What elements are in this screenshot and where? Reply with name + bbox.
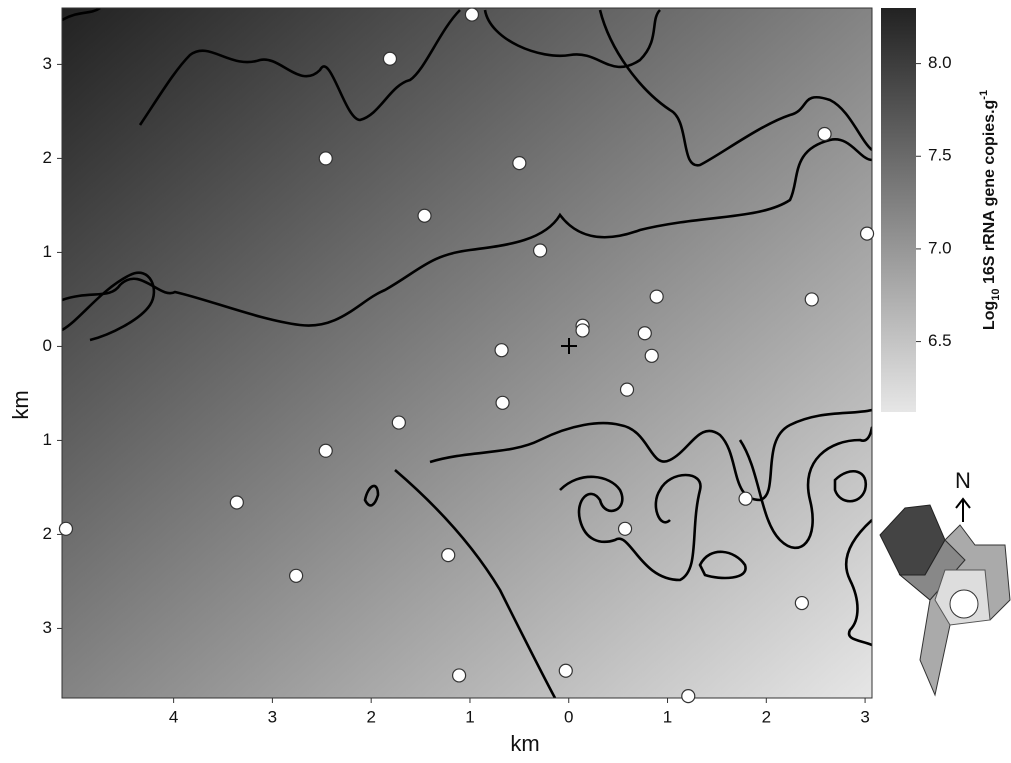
inset-hole <box>950 590 978 618</box>
sample-point <box>513 157 526 170</box>
sample-point <box>418 209 431 222</box>
x-tick-label: 3 <box>268 707 277 726</box>
x-tick-label: 2 <box>762 707 771 726</box>
sample-point <box>465 8 478 21</box>
sample-point <box>650 290 663 303</box>
sample-point <box>805 293 818 306</box>
sample-point <box>290 569 303 582</box>
y-tick-label: 1 <box>43 242 52 261</box>
sample-point <box>638 327 651 340</box>
sample-point <box>576 324 589 337</box>
x-tick-label: 4 <box>169 707 178 726</box>
map-surface <box>62 8 872 698</box>
y-tick-label: 0 <box>43 336 52 355</box>
sample-point <box>818 127 831 140</box>
sample-point <box>861 227 874 240</box>
colorbar-label-sup: -1 <box>978 90 990 100</box>
sample-point <box>645 349 658 362</box>
colorbar-tick-label: 6.5 <box>928 331 952 350</box>
sample-point <box>739 492 752 505</box>
x-tick-label: 1 <box>663 707 672 726</box>
compass-inset: N <box>880 468 1010 695</box>
sample-point <box>319 444 332 457</box>
sample-point <box>453 669 466 682</box>
y-tick-label: 2 <box>43 524 52 543</box>
colorbar-label-part: 16S rRNA gene copies.g <box>981 100 998 289</box>
sample-point <box>621 383 634 396</box>
sample-point <box>383 52 396 65</box>
y-axis-label: km <box>8 390 33 419</box>
y-tick-label: 1 <box>43 430 52 449</box>
sample-point <box>534 244 547 257</box>
y-tick-label: 3 <box>43 54 52 73</box>
y-tick-label: 3 <box>43 618 52 637</box>
colorbar-tick-label: 7.5 <box>928 146 952 165</box>
colorbar-label: Log10 16S rRNA gene copies.g-1 <box>978 90 1002 330</box>
y-tick-label: 2 <box>43 148 52 167</box>
chart: km km Log10 16S rRNA gene copies.g-1 N 4… <box>0 0 1011 758</box>
x-tick-label: 2 <box>366 707 375 726</box>
colorbar-tick-label: 8.0 <box>928 53 952 72</box>
x-tick-label: 1 <box>465 707 474 726</box>
sample-point <box>619 522 632 535</box>
sample-point <box>230 496 243 509</box>
x-axis-label: km <box>510 731 539 756</box>
sample-point <box>59 522 72 535</box>
x-tick-label: 3 <box>860 707 869 726</box>
x-tick-label: 0 <box>564 707 573 726</box>
sample-point <box>392 416 405 429</box>
sample-point <box>495 344 508 357</box>
compass-label: N <box>955 468 971 493</box>
sample-point <box>319 152 332 165</box>
colorbar-tick-label: 7.0 <box>928 238 952 257</box>
sample-point <box>442 549 455 562</box>
sample-point <box>795 597 808 610</box>
colorbar-label-part: Log <box>981 301 998 330</box>
sample-point <box>682 690 695 703</box>
sample-point <box>559 664 572 677</box>
colorbar-label-sub: 10 <box>990 289 1002 301</box>
colorbar <box>881 8 916 412</box>
sample-point <box>496 396 509 409</box>
